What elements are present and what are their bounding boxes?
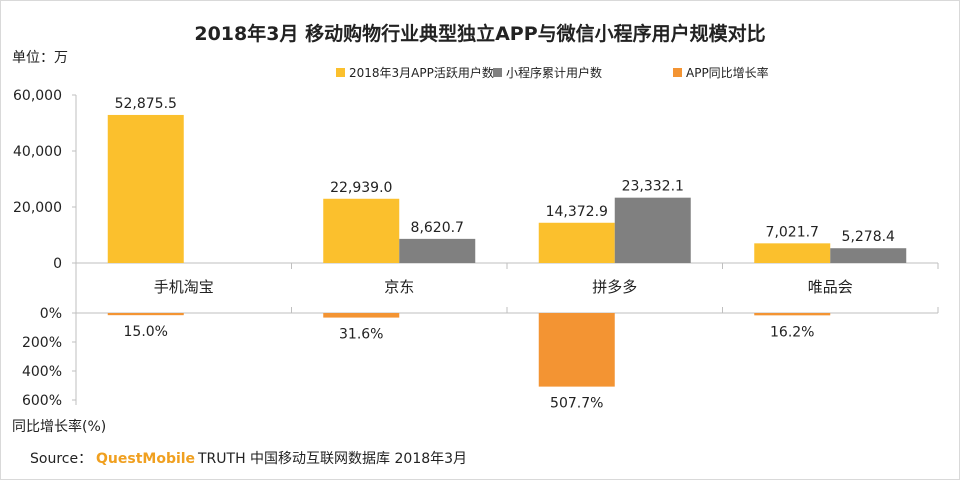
y-tick-label: 40,000: [13, 144, 62, 160]
app-growth-rate-bar: [107, 313, 184, 316]
y-tick-label: 20,000: [13, 200, 62, 216]
y-axis-unit-label: 单位：万: [12, 50, 68, 66]
app-active-users-bar: [107, 114, 184, 263]
mini-program-users-label: 5,278.4: [842, 229, 896, 245]
y2-tick-label: 600%: [22, 393, 62, 409]
legend-label: 小程序累计用户数: [506, 65, 602, 80]
app-active-users-bar: [538, 222, 615, 263]
app-active-users-bar: [754, 243, 831, 263]
legend-swatch: [336, 68, 345, 77]
mini-program-users-bar: [614, 197, 691, 263]
mini-program-users-bar: [830, 248, 907, 263]
source-text: TRUTH 中国移动互联网数据库 2018年3月: [197, 451, 467, 467]
category-label: 拼多多: [592, 278, 637, 296]
app-growth-rate-bar: [323, 313, 400, 318]
y2-tick-label: 0%: [40, 306, 62, 322]
app-growth-rate-label: 31.6%: [339, 327, 383, 343]
source-line: Source： QuestMobile TRUTH 中国移动互联网数据库 201…: [30, 451, 467, 467]
app-growth-rate-label: 15.0%: [124, 324, 168, 340]
y2-tick-label: 200%: [22, 335, 62, 351]
source-brand: QuestMobile: [96, 451, 195, 467]
y2-tick-label: 400%: [22, 364, 62, 380]
legend-swatch: [673, 68, 682, 77]
app-active-users-bar: [323, 198, 400, 263]
legend: 2018年3月APP活跃用户数 小程序累计用户数 APP同比增长率: [336, 65, 769, 80]
data-labels: 52,875.5 15.0% 22,939.0 8,620.7 31.6% 14,372.…: [115, 96, 895, 412]
app-growth-rate-bar: [538, 313, 615, 387]
app-active-users-label: 52,875.5: [115, 96, 177, 112]
legend-swatch: [493, 68, 502, 77]
y2-axis-label: 同比增长率(%): [12, 418, 106, 435]
mini-program-users-label: 23,332.1: [622, 179, 684, 195]
bars: [107, 114, 907, 387]
axes: 60,000 40,000 20,000 0 0% 200% 400% 600% 手机淘宝 京东 拼…: [13, 88, 939, 409]
app-growth-rate-label: 507.7%: [550, 396, 603, 412]
legend-label: APP同比增长率: [686, 65, 769, 80]
app-active-users-label: 22,939.0: [330, 180, 392, 196]
category-label: 唯品会: [808, 278, 853, 296]
legend-label: 2018年3月APP活跃用户数: [349, 65, 494, 80]
source-prefix: Source：: [30, 451, 92, 467]
app-growth-rate-label: 16.2%: [770, 324, 814, 340]
y-tick-label: 60,000: [13, 88, 62, 104]
app-growth-rate-bar: [754, 313, 831, 316]
chart-title: 2018年3月 移动购物行业典型独立APP与微信小程序用户规模对比: [194, 22, 765, 45]
category-label: 手机淘宝: [154, 278, 214, 296]
mini-program-users-bar: [399, 238, 476, 263]
category-label: 京东: [384, 278, 414, 296]
y-tick-label: 0: [53, 256, 62, 272]
app-active-users-label: 7,021.7: [766, 224, 819, 240]
app-active-users-label: 14,372.9: [546, 204, 608, 220]
mini-program-users-label: 8,620.7: [411, 220, 464, 236]
